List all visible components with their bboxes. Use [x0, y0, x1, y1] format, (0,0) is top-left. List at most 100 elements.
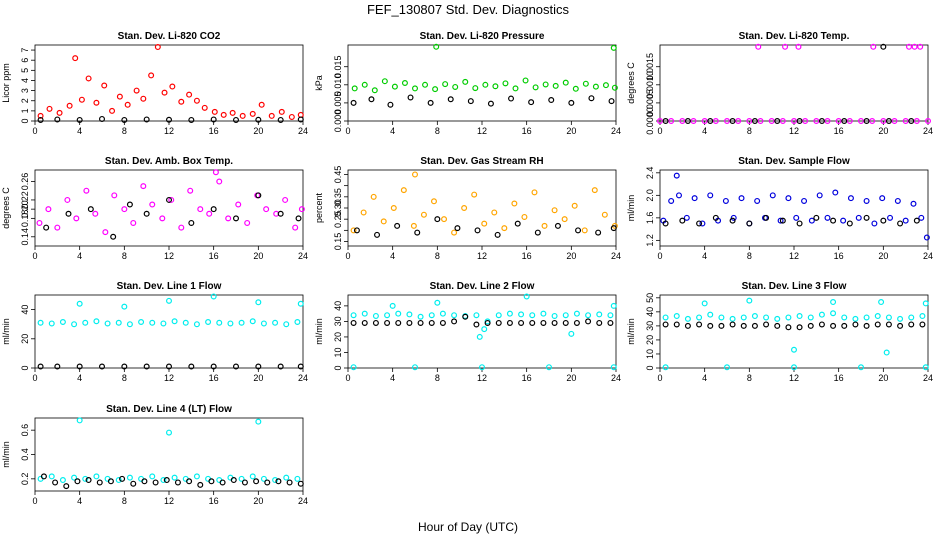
- data-point: [897, 322, 904, 329]
- data-point: [712, 214, 719, 221]
- x-tick-label: 24: [611, 373, 621, 383]
- data-point: [119, 475, 126, 482]
- data-point: [518, 319, 525, 326]
- x-tick-label: 4: [77, 126, 82, 136]
- y-tick-label: 0: [20, 118, 30, 123]
- data-point: [906, 43, 913, 50]
- data-point: [863, 214, 870, 221]
- plot-frame: [659, 294, 929, 369]
- data-point: [808, 217, 815, 224]
- data-point: [777, 217, 784, 224]
- data-point: [790, 346, 797, 353]
- data-point: [830, 299, 837, 306]
- data-point: [452, 83, 459, 90]
- x-tick-label: 24: [611, 126, 621, 136]
- data-point: [673, 313, 680, 320]
- data-point: [922, 300, 929, 307]
- data-point: [143, 116, 150, 123]
- x-tick-label: 0: [345, 251, 350, 261]
- figure-xlabel: Hour of Day (UTC): [418, 520, 518, 534]
- data-point: [840, 217, 847, 224]
- data-point: [282, 196, 289, 203]
- data-point: [166, 297, 173, 304]
- panel-4: Stan. Dev. Amb. Box Temp. 0 4 8 12 16 20 24 0.14…: [1, 156, 308, 261]
- data-point: [751, 117, 758, 124]
- data-point: [255, 192, 262, 199]
- y-tick-label: 0.14: [20, 228, 30, 246]
- x-tick-label: 8: [747, 251, 752, 261]
- data-point: [63, 483, 70, 490]
- data-point: [101, 82, 108, 89]
- data-point: [857, 364, 864, 371]
- data-point: [394, 222, 401, 229]
- data-point: [796, 117, 803, 124]
- y-tick-label: 4: [20, 78, 30, 83]
- data-point: [796, 313, 803, 320]
- data-point: [668, 197, 675, 204]
- x-tick-label: 20: [566, 126, 576, 136]
- x-tick-label: 0: [657, 373, 662, 383]
- data-point: [133, 87, 140, 94]
- series-1: [662, 297, 929, 371]
- data-point: [878, 299, 885, 306]
- data-point: [796, 220, 803, 227]
- data-point: [908, 117, 915, 124]
- data-point: [141, 478, 148, 485]
- data-point: [260, 475, 267, 482]
- data-point: [684, 315, 691, 322]
- data-point: [407, 94, 414, 101]
- data-point: [102, 229, 109, 236]
- data-point: [779, 117, 786, 124]
- data-point: [476, 333, 483, 340]
- data-point: [255, 116, 262, 123]
- x-tick-label: 4: [390, 126, 395, 136]
- data-point: [763, 321, 770, 328]
- x-tick-label: 24: [923, 251, 933, 261]
- data-point: [790, 117, 797, 124]
- data-point: [545, 364, 552, 371]
- data-point: [690, 117, 697, 124]
- data-point: [824, 117, 831, 124]
- data-point: [434, 216, 441, 223]
- data-point: [360, 209, 367, 216]
- data-point: [73, 215, 80, 222]
- data-point: [591, 187, 598, 194]
- data-point: [233, 215, 240, 222]
- data-point: [816, 192, 823, 199]
- data-point: [562, 319, 569, 326]
- x-tick-label: 16: [209, 496, 219, 506]
- data-point: [610, 44, 617, 51]
- data-point: [93, 318, 100, 325]
- x-tick-label: 4: [77, 373, 82, 383]
- y-tick-label: 5: [20, 68, 30, 73]
- data-point: [350, 319, 357, 326]
- data-point: [542, 81, 549, 88]
- data-point: [824, 214, 831, 221]
- data-point: [166, 116, 173, 123]
- data-point: [668, 117, 675, 124]
- data-point: [187, 187, 194, 194]
- data-point: [126, 474, 133, 481]
- y-tick-label: 20: [333, 332, 343, 342]
- data-point: [263, 206, 270, 213]
- data-point: [297, 300, 304, 307]
- x-tick-label: 24: [298, 251, 308, 261]
- data-point: [130, 480, 137, 487]
- data-point: [701, 300, 708, 307]
- data-point: [74, 478, 81, 485]
- data-point: [59, 319, 66, 326]
- data-point: [911, 43, 918, 50]
- data-point: [863, 117, 870, 124]
- data-point: [874, 313, 881, 320]
- data-point: [249, 110, 256, 117]
- data-point: [277, 210, 284, 217]
- data-point: [76, 300, 83, 307]
- series-1: [37, 293, 304, 328]
- data-point: [830, 322, 837, 329]
- data-point: [494, 231, 501, 238]
- data-point: [919, 313, 926, 320]
- data-point: [696, 314, 703, 321]
- y-tick-label: 0.20: [20, 200, 30, 218]
- data-point: [830, 217, 837, 224]
